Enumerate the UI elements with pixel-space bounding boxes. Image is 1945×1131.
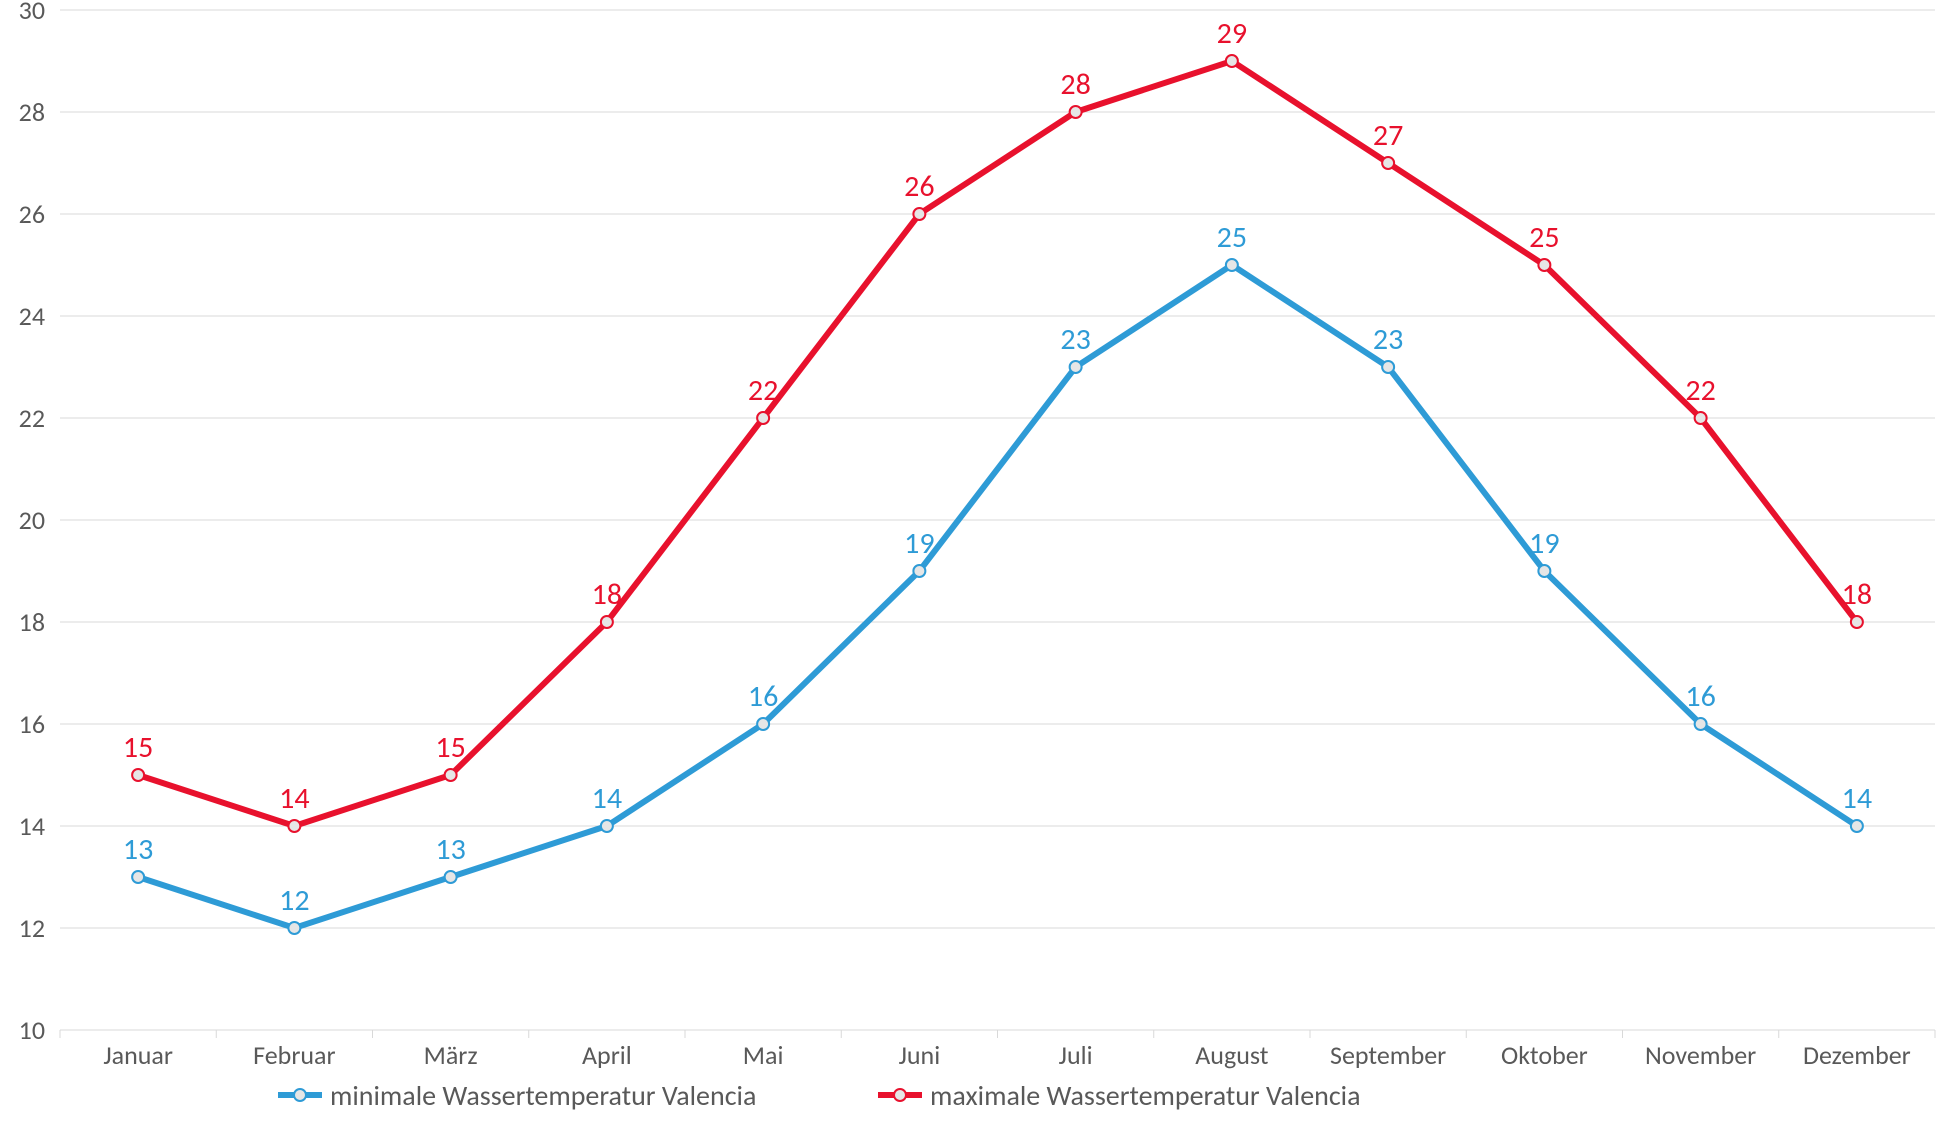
- data-label: 14: [279, 780, 309, 817]
- series-marker: [132, 769, 144, 781]
- series-marker: [1382, 361, 1394, 373]
- y-axis-tick-label: 18: [19, 606, 45, 638]
- y-axis-tick-label: 10: [19, 1014, 45, 1046]
- data-label: 15: [123, 729, 153, 766]
- data-label: 14: [592, 780, 622, 817]
- x-axis-category-label: September: [1330, 1039, 1446, 1071]
- x-axis-category-label: Mai: [743, 1039, 784, 1071]
- series-marker: [601, 820, 613, 832]
- x-axis-category-label: Dezember: [1803, 1039, 1911, 1071]
- series-marker: [1695, 412, 1707, 424]
- x-axis-category-label: Juni: [899, 1039, 941, 1071]
- data-label: 23: [1373, 321, 1403, 358]
- series-marker: [1851, 616, 1863, 628]
- series-marker: [288, 922, 300, 934]
- line-chart: 10 12 14 16 18 20 22 24 26 28 30 Januar Februar März A…: [0, 0, 1945, 1131]
- data-label: 15: [435, 729, 465, 766]
- series-marker: [1695, 718, 1707, 730]
- data-label: 16: [1685, 678, 1715, 715]
- series-marker: [1851, 820, 1863, 832]
- series-marker: [757, 412, 769, 424]
- series-marker: [913, 208, 925, 220]
- legend-swatch-marker: [894, 1089, 906, 1101]
- x-axis-category-label: Juli: [1059, 1039, 1093, 1071]
- x-axis-category-label: März: [424, 1039, 478, 1071]
- x-axis-category-label: August: [1195, 1039, 1268, 1071]
- y-axis-tick-label: 14: [19, 810, 45, 842]
- x-axis-category-label: April: [582, 1039, 632, 1071]
- y-axis-tick-label: 16: [19, 708, 45, 740]
- series-marker: [445, 769, 457, 781]
- legend-label: maximale Wassertemperatur Valencia: [930, 1078, 1361, 1113]
- legend-label: minimale Wassertemperatur Valencia: [330, 1078, 756, 1113]
- data-label: 13: [435, 831, 465, 868]
- data-label: 26: [904, 168, 934, 205]
- y-axis-tick-label: 12: [19, 912, 45, 944]
- x-axis-category-label: Februar: [253, 1039, 335, 1071]
- series-marker: [1538, 565, 1550, 577]
- y-axis-tick-label: 28: [19, 96, 45, 128]
- series-line-0: [138, 265, 1857, 928]
- y-axis-tick-label: 26: [19, 198, 45, 230]
- series-marker: [288, 820, 300, 832]
- data-label: 19: [1529, 525, 1559, 562]
- data-label: 16: [748, 678, 778, 715]
- data-label: 29: [1217, 15, 1247, 52]
- legend-swatch-marker: [294, 1089, 306, 1101]
- y-axis-tick-label: 24: [19, 300, 45, 332]
- series-marker: [1382, 157, 1394, 169]
- data-label: 18: [592, 576, 622, 613]
- series-marker: [1226, 55, 1238, 67]
- y-axis-tick-label: 30: [19, 0, 45, 26]
- y-axis-tick-label: 20: [19, 504, 45, 536]
- data-label: 19: [904, 525, 934, 562]
- series-marker: [132, 871, 144, 883]
- x-axis-category-label: Oktober: [1501, 1039, 1588, 1071]
- data-label: 28: [1060, 66, 1090, 103]
- data-label: 22: [1685, 372, 1715, 409]
- series-marker: [913, 565, 925, 577]
- data-label: 22: [748, 372, 778, 409]
- data-label: 12: [279, 882, 309, 919]
- series-marker: [1538, 259, 1550, 271]
- series-marker: [1226, 259, 1238, 271]
- data-label: 25: [1217, 219, 1247, 256]
- x-axis-category-label: November: [1645, 1039, 1756, 1071]
- series-marker: [445, 871, 457, 883]
- series-marker: [1070, 361, 1082, 373]
- data-label: 18: [1842, 576, 1872, 613]
- data-label: 14: [1842, 780, 1872, 817]
- y-axis-tick-label: 22: [19, 402, 45, 434]
- data-label: 13: [123, 831, 153, 868]
- data-label: 27: [1373, 117, 1403, 154]
- data-label: 25: [1529, 219, 1559, 256]
- series-marker: [601, 616, 613, 628]
- series-marker: [1070, 106, 1082, 118]
- x-axis-category-label: Januar: [103, 1039, 173, 1071]
- series-marker: [757, 718, 769, 730]
- series-line-1: [138, 61, 1857, 826]
- data-label: 23: [1060, 321, 1090, 358]
